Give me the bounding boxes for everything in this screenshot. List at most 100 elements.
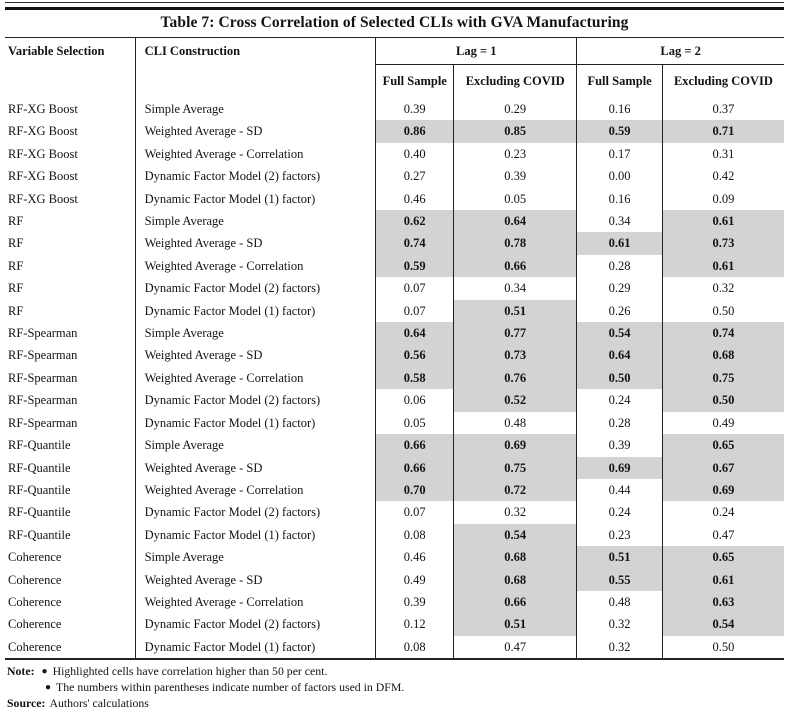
cli-construction-cell: Dynamic Factor Model (1) factor) bbox=[134, 635, 376, 660]
correlation-value-cell: 0.66 bbox=[375, 456, 454, 479]
cli-construction-cell: Weighted Average - SD bbox=[134, 232, 376, 255]
correlation-value-cell: 0.74 bbox=[375, 232, 454, 255]
table-row: RF-Quantile Dynamic Factor Model (2) fact… bbox=[5, 501, 784, 524]
table-row: RF Dynamic Factor Model (2) factors) 0.07 0… bbox=[5, 277, 784, 300]
cli-construction-cell: Weighted Average - SD bbox=[134, 120, 376, 143]
cli-construction-cell: Dynamic Factor Model (1) factor) bbox=[134, 299, 376, 323]
note-label: Note: bbox=[7, 664, 35, 679]
correlation-value-cell: 0.12 bbox=[375, 613, 454, 636]
variable-selection-cell: RF-Spearman bbox=[8, 370, 78, 385]
table-row: Coherence Dynamic Factor Model (1) factor… bbox=[5, 635, 784, 660]
table-row: RF-XG Boost Dynamic Factor Model (1) fact… bbox=[5, 187, 784, 211]
table-row: RF-Spearman Dynamic Factor Model (2) fact… bbox=[5, 389, 784, 412]
table-row: RF-Spearman Dynamic Factor Model (1) fact… bbox=[5, 411, 784, 435]
correlation-value-cell: 0.77 bbox=[453, 322, 577, 345]
variable-selection-cell: RF-Spearman bbox=[8, 415, 78, 430]
correlation-value-cell: 0.50 bbox=[661, 389, 784, 412]
variable-selection-cell: RF-Quantile bbox=[8, 482, 71, 497]
correlation-value-cell: 0.16 bbox=[576, 187, 663, 211]
correlation-value-cell: 0.16 bbox=[576, 98, 663, 121]
correlation-value-cell: 0.05 bbox=[453, 187, 577, 211]
variable-selection-cell: RF-Spearman bbox=[8, 393, 78, 408]
variable-selection-cell: RF-Quantile bbox=[8, 505, 71, 520]
correlation-value-cell: 0.23 bbox=[576, 523, 663, 547]
top-rule-thick bbox=[5, 7, 784, 10]
variable-selection-cell: Coherence bbox=[8, 594, 62, 609]
correlation-value-cell: 0.64 bbox=[453, 210, 577, 233]
bullet-icon: ● bbox=[45, 682, 52, 694]
correlation-value-cell: 0.05 bbox=[375, 411, 454, 435]
correlation-value-cell: 0.44 bbox=[576, 478, 663, 502]
correlation-value-cell: 0.56 bbox=[375, 344, 454, 367]
correlation-value-cell: 0.48 bbox=[453, 411, 577, 435]
col-header-lag2: Lag = 2 bbox=[576, 37, 784, 65]
correlation-value-cell: 0.54 bbox=[576, 322, 663, 345]
correlation-value-cell: 0.62 bbox=[375, 210, 454, 233]
correlation-value-cell: 0.24 bbox=[661, 501, 784, 524]
variable-selection-cell: RF-XG Boost bbox=[8, 191, 78, 206]
variable-selection-cell: RF bbox=[8, 236, 24, 251]
correlation-value-cell: 0.39 bbox=[375, 98, 454, 121]
source-line: Source: Authors' calculations bbox=[7, 696, 784, 711]
correlation-value-cell: 0.29 bbox=[576, 277, 663, 300]
correlation-value-cell: 0.68 bbox=[661, 344, 784, 367]
correlation-value-cell: 0.42 bbox=[661, 165, 784, 188]
correlation-value-cell: 0.63 bbox=[661, 590, 784, 614]
correlation-value-cell: 0.75 bbox=[453, 456, 577, 479]
correlation-value-cell: 0.47 bbox=[661, 523, 784, 547]
correlation-value-cell: 0.28 bbox=[576, 254, 663, 278]
cli-construction-cell: Simple Average bbox=[134, 434, 376, 457]
variable-selection-cell: RF-Spearman bbox=[8, 348, 78, 363]
correlation-value-cell: 0.39 bbox=[576, 434, 663, 457]
variable-selection-cell: Coherence bbox=[8, 639, 62, 654]
correlation-value-cell: 0.09 bbox=[661, 187, 784, 211]
cli-construction-cell: Weighted Average - Correlation bbox=[134, 366, 376, 390]
note-line-2: ● The numbers within parentheses indicate… bbox=[7, 680, 784, 695]
cli-construction-cell: Dynamic Factor Model (2) factors) bbox=[134, 277, 376, 300]
table-row: RF Weighted Average - SD 0.74 0.78 0.61 0.73 bbox=[5, 232, 784, 255]
col-header-lag2-excluding-covid: Excluding COVID bbox=[661, 64, 784, 98]
variable-selection-cell: RF-XG Boost bbox=[8, 169, 78, 184]
correlation-value-cell: 0.24 bbox=[576, 389, 663, 412]
correlation-table: Variable Selection CLI Construction Lag … bbox=[5, 37, 784, 661]
cli-construction-cell: Weighted Average - SD bbox=[134, 344, 376, 367]
cli-construction-cell: Dynamic Factor Model (1) factor) bbox=[134, 187, 376, 211]
cli-construction-cell: Dynamic Factor Model (1) factor) bbox=[134, 523, 376, 547]
note-line-1: Note: ● Highlighted cells have correlation… bbox=[7, 664, 784, 679]
correlation-value-cell: 0.07 bbox=[375, 299, 454, 323]
correlation-value-cell: 0.26 bbox=[576, 299, 663, 323]
correlation-value-cell: 0.67 bbox=[661, 456, 784, 479]
correlation-value-cell: 0.50 bbox=[576, 366, 663, 390]
cli-construction-cell: Weighted Average - SD bbox=[134, 456, 376, 479]
correlation-value-cell: 0.50 bbox=[661, 635, 784, 660]
correlation-value-cell: 0.46 bbox=[375, 546, 454, 569]
col-header-lag1: Lag = 1 bbox=[375, 37, 577, 65]
table-row: RF-XG Boost Weighted Average - SD 0.86 0.85… bbox=[5, 120, 784, 143]
table-row: RF Weighted Average - Correlation 0.59 0.66… bbox=[5, 254, 784, 278]
col-header-lag2-full-sample: Full Sample bbox=[576, 64, 663, 98]
correlation-value-cell: 0.69 bbox=[661, 478, 784, 502]
correlation-value-cell: 0.17 bbox=[576, 142, 663, 166]
col-header-lag1-excluding-covid: Excluding COVID bbox=[453, 64, 577, 98]
table-row: Coherence Dynamic Factor Model (2) factor… bbox=[5, 613, 784, 636]
correlation-value-cell: 0.37 bbox=[661, 98, 784, 121]
table-row: RF-Quantile Simple Average 0.66 0.69 0.39 0.6… bbox=[5, 434, 784, 457]
cli-construction-cell: Simple Average bbox=[134, 546, 376, 569]
correlation-value-cell: 0.39 bbox=[453, 165, 577, 188]
correlation-value-cell: 0.75 bbox=[661, 366, 784, 390]
table-row: RF-Spearman Simple Average 0.64 0.77 0.54 0.7… bbox=[5, 322, 784, 345]
correlation-value-cell: 0.06 bbox=[375, 389, 454, 412]
top-rule-thin bbox=[5, 2, 784, 7]
correlation-value-cell: 0.73 bbox=[453, 344, 577, 367]
bullet-icon: ● bbox=[41, 666, 48, 678]
correlation-value-cell: 0.08 bbox=[375, 635, 454, 660]
cli-construction-cell: Weighted Average - Correlation bbox=[134, 142, 376, 166]
table-row: RF-Quantile Dynamic Factor Model (1) fact… bbox=[5, 523, 784, 547]
cli-construction-cell: Simple Average bbox=[134, 210, 376, 233]
table-row: Coherence Weighted Average - SD 0.49 0.68 0.… bbox=[5, 568, 784, 591]
correlation-value-cell: 0.69 bbox=[453, 434, 577, 457]
correlation-value-cell: 0.61 bbox=[661, 210, 784, 233]
correlation-value-cell: 0.52 bbox=[453, 389, 577, 412]
correlation-value-cell: 0.39 bbox=[375, 590, 454, 614]
header-row-2: Full Sample Excluding COVID Full Sample … bbox=[5, 64, 784, 98]
